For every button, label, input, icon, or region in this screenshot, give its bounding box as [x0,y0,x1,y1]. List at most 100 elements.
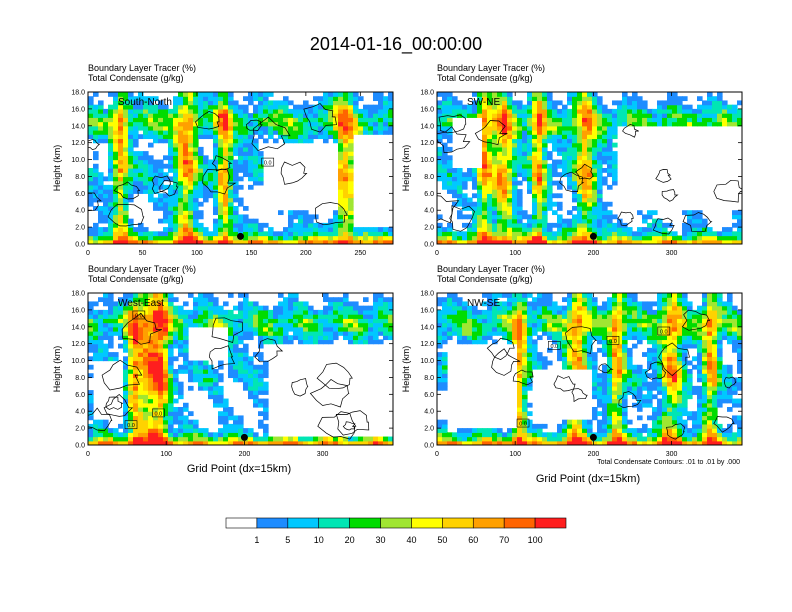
panel-variable-line1: Boundary Layer Tracer (%) [437,264,545,274]
colorbar-box [380,517,412,529]
y-tick-label: 8.0 [75,375,85,382]
panel-variable-line2: Total Condensate (g/kg) [88,274,184,284]
panel-west-east: Boundary Layer Tracer (%) Total Condensa… [52,264,394,475]
panel-variable-line1: Boundary Layer Tracer (%) [437,63,545,73]
condensate-contour [103,394,134,417]
contour-label: 0.0 [152,408,165,418]
condensate-contour [598,363,614,374]
plot-frame [436,91,743,245]
condensate-contour [151,175,171,194]
tracer-field [437,92,742,244]
panel-ylabel: Height (km) [52,145,62,192]
condensate-contour [553,375,576,392]
colorbar-label: 10 [314,535,324,545]
contour-label-text: 0.0 [609,339,617,345]
panel-variable-line2: Total Condensate (g/kg) [437,274,533,284]
condensate-contour [618,391,642,409]
contour-label: 0.0 [261,157,275,167]
colorbar-label: 1 [254,535,259,545]
y-tick-label: 6.0 [75,191,85,198]
condensate-contour [317,411,357,440]
contour-label: 0.0 [548,341,561,350]
plot-area: 0.0 0.0 0.0 West-East 0.0 2.0 4.0 6.0 8.0 10.0 12.… [71,291,394,458]
contour-label-text: 0.0 [155,411,163,417]
condensate-contour [655,169,672,183]
panel-south-north: Boundary Layer Tracer (%) Total Condensa… [52,63,394,257]
condensate-contour [713,179,742,203]
panel-label: South-North [118,97,172,108]
colorbar-label: 50 [437,535,447,545]
panel-xlabel: Grid Point (dx=15km) [536,473,640,485]
panel-variable-line2: Total Condensate (g/kg) [437,73,533,83]
panel-xlabel: Grid Point (dx=15km) [187,463,291,475]
condensate-contour [437,126,471,154]
panel-variable-line2: Total Condensate (g/kg) [88,73,184,83]
panel-ylabel: Height (km) [52,346,62,393]
colorbar-box [411,517,443,529]
x-tick-label: 200 [588,250,600,257]
condensate-contour [88,192,102,212]
contour-label-box [124,420,138,430]
plot-frame [87,292,394,446]
condensate-contour [315,202,348,226]
panel-sw-ne: Boundary Layer Tracer (%) Total Condensa… [401,63,743,257]
x-tick-label: 250 [354,250,366,257]
x-tick-label: 50 [139,250,147,257]
colorbar-box [442,517,474,529]
contour-label-box [132,310,146,320]
y-tick-label: 16.0 [71,307,85,314]
y-tick-label: 0.0 [424,242,434,249]
contour-label-box [606,335,620,345]
y-tick-label: 2.0 [75,426,85,433]
condensate-contour [303,103,337,133]
colorbar-label: 100 [528,535,543,545]
panel-ylabel: Height (km) [401,346,411,393]
contour-label-box [548,341,561,350]
x-tick-label: 100 [509,451,521,458]
y-tick-label: 16.0 [420,307,434,314]
condensate-contour [309,379,350,408]
condensate-contour [211,317,244,343]
y-tick-label: 8.0 [75,174,85,181]
y-tick-label: 10.0 [420,358,434,365]
contour-label-text: 0.0 [550,344,558,350]
contour-label-box [152,408,165,418]
condensate-contour [724,376,737,389]
condensate-contour [449,205,475,232]
condensate-contour [575,163,594,180]
x-tick-label: 300 [666,451,678,458]
colorbar-label: 60 [468,535,478,545]
x-tick-label: 0 [435,451,439,458]
x-tick-label: 300 [317,451,329,458]
y-tick-label: 12.0 [71,341,85,348]
y-tick-label: 18.0 [420,90,434,97]
colorbar-label: 5 [285,535,290,545]
location-marker [589,433,597,441]
colorbar-box [225,517,258,529]
y-tick-label: 4.0 [424,409,434,416]
condensate-contour [652,217,675,235]
contour-label: 0.0 [132,310,146,320]
tracer-field: 0.0 0.0 0.0 0.0 [437,293,742,445]
contour-label-box [261,157,275,167]
colorbar-box [503,517,536,529]
y-tick-label: 6.0 [424,191,434,198]
y-tick-label: 14.0 [71,123,85,130]
y-tick-label: 14.0 [71,324,85,331]
y-tick-label: 12.0 [420,140,434,147]
condensate-contour [713,416,735,433]
y-tick-label: 4.0 [75,409,85,416]
location-marker [589,232,597,240]
colorbar-box [318,517,350,529]
y-tick-label: 4.0 [75,208,85,215]
condensate-contour [245,119,263,131]
y-tick-label: 16.0 [420,106,434,113]
x-tick-label: 200 [239,451,251,458]
contour-label-text: 0.0 [127,423,135,429]
condensate-contour [208,345,236,370]
x-tick-label: 0 [435,250,439,257]
plot-frame [436,292,743,446]
y-tick-label: 14.0 [420,324,434,331]
y-tick-label: 0.0 [424,443,434,450]
condensate-contour [559,171,585,192]
